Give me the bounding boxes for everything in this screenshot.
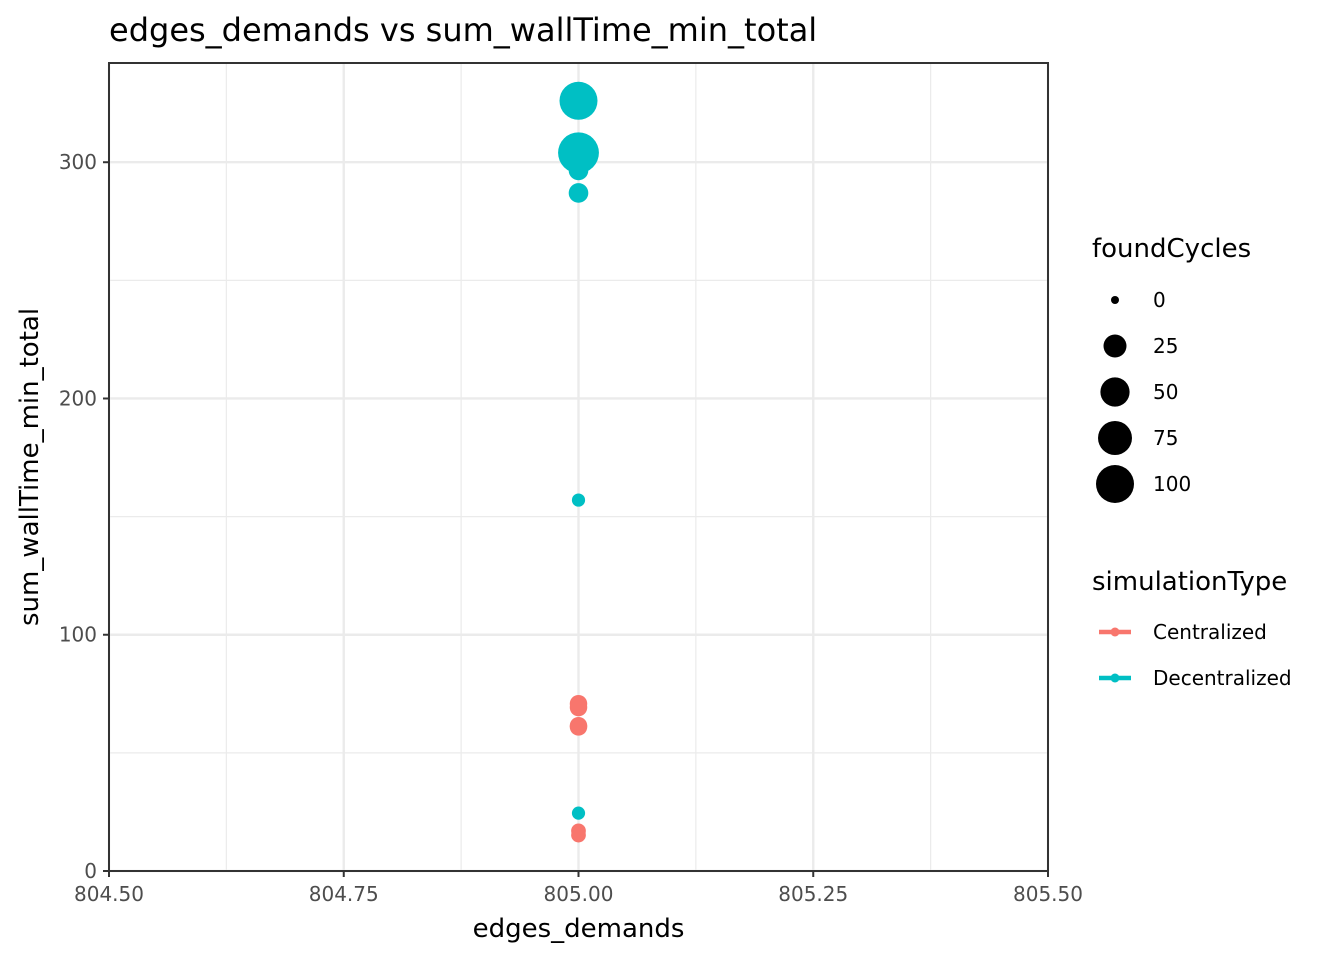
y-axis: 0 100 200 300 [59, 150, 109, 883]
y-axis-title: sum_wallTime_min_total [15, 308, 45, 626]
y-tick-label: 200 [59, 386, 97, 410]
data-point-decentralized [571, 493, 586, 507]
color-legend-label: Decentralized [1153, 666, 1292, 690]
size-legend-key [1096, 465, 1134, 503]
size-legend-key [1100, 377, 1130, 407]
x-axis-title: edges_demands [473, 914, 685, 944]
size-legend-key [1103, 334, 1127, 358]
y-tick-label: 0 [84, 859, 97, 883]
data-point-decentralized [558, 132, 599, 174]
data-point-centralized [569, 698, 588, 717]
size-legend-label: 0 [1153, 288, 1166, 312]
size-legend-label: 25 [1153, 334, 1178, 358]
size-legend-key [1098, 421, 1132, 455]
size-legend-label: 100 [1153, 472, 1191, 496]
color-legend-label: Centralized [1153, 620, 1267, 644]
data-point-centralized [571, 827, 586, 843]
size-legend-title: foundCycles [1092, 234, 1251, 264]
color-legend-dot [1110, 673, 1120, 683]
plot-panel [107, 62, 1050, 873]
color-legend-dot [1110, 627, 1120, 637]
color-legend: simulationType Centralized Decentralized [1092, 567, 1292, 690]
color-legend-title: simulationType [1092, 567, 1287, 597]
size-legend-label: 50 [1153, 380, 1178, 404]
chart-title: edges_demands vs sum_wallTime_min_total [109, 11, 817, 49]
x-tick-label: 804.75 [309, 882, 379, 906]
data-point-decentralized [568, 183, 589, 203]
x-tick-label: 804.50 [74, 882, 144, 906]
x-axis: 804.50 804.75 805.00 805.25 805.50 [74, 871, 1083, 906]
size-legend-label: 75 [1153, 426, 1178, 450]
data-point-decentralized [559, 81, 598, 120]
y-tick-label: 300 [59, 150, 97, 174]
x-tick-label: 805.50 [1013, 882, 1083, 906]
x-tick-label: 805.25 [778, 882, 848, 906]
data-point-centralized [569, 718, 588, 736]
data-point-decentralized [571, 806, 586, 820]
data-points [558, 81, 599, 843]
data-point-decentralized [568, 160, 589, 181]
y-tick-label: 100 [59, 623, 97, 647]
x-tick-label: 805.00 [544, 882, 614, 906]
size-legend: foundCycles 0 25 50 75 100 [1092, 234, 1251, 503]
size-legend-key [1111, 296, 1119, 304]
